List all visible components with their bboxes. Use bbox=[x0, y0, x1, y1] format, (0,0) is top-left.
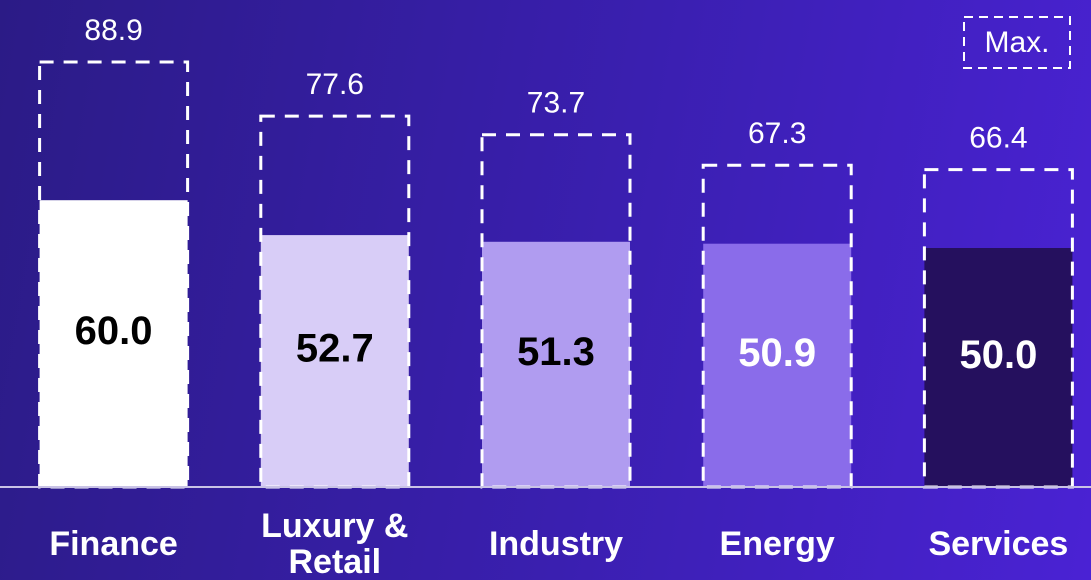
legend-swatch bbox=[963, 16, 1071, 69]
value-label: 52.7 bbox=[296, 327, 374, 371]
bar bbox=[482, 241, 630, 487]
x-tick-label: Services bbox=[928, 525, 1069, 563]
max-outline bbox=[38, 60, 190, 489]
max-label: 67.3 bbox=[748, 117, 806, 150]
value-label: 50.9 bbox=[738, 331, 816, 375]
bar bbox=[260, 235, 409, 487]
bar bbox=[39, 200, 188, 487]
value-label: 50.0 bbox=[959, 333, 1037, 377]
value-label: 51.3 bbox=[517, 330, 595, 374]
max-label: 66.4 bbox=[969, 122, 1027, 155]
x-tick-label: Finance bbox=[49, 525, 178, 563]
bar bbox=[703, 243, 852, 487]
max-label: 73.7 bbox=[527, 87, 585, 120]
x-tick-label: Luxury & Retail bbox=[261, 507, 409, 580]
max-label: 88.9 bbox=[84, 14, 142, 47]
x-tick-label: Energy bbox=[719, 525, 835, 563]
max-outline bbox=[259, 114, 411, 489]
bar bbox=[924, 248, 1073, 487]
max-outline bbox=[701, 163, 853, 489]
max-label: 77.6 bbox=[306, 68, 364, 101]
x-tick-label: Industry bbox=[488, 525, 624, 563]
value-label: 60.0 bbox=[75, 309, 153, 353]
legend-label: Max. bbox=[984, 26, 1049, 59]
max-outline bbox=[480, 133, 632, 489]
